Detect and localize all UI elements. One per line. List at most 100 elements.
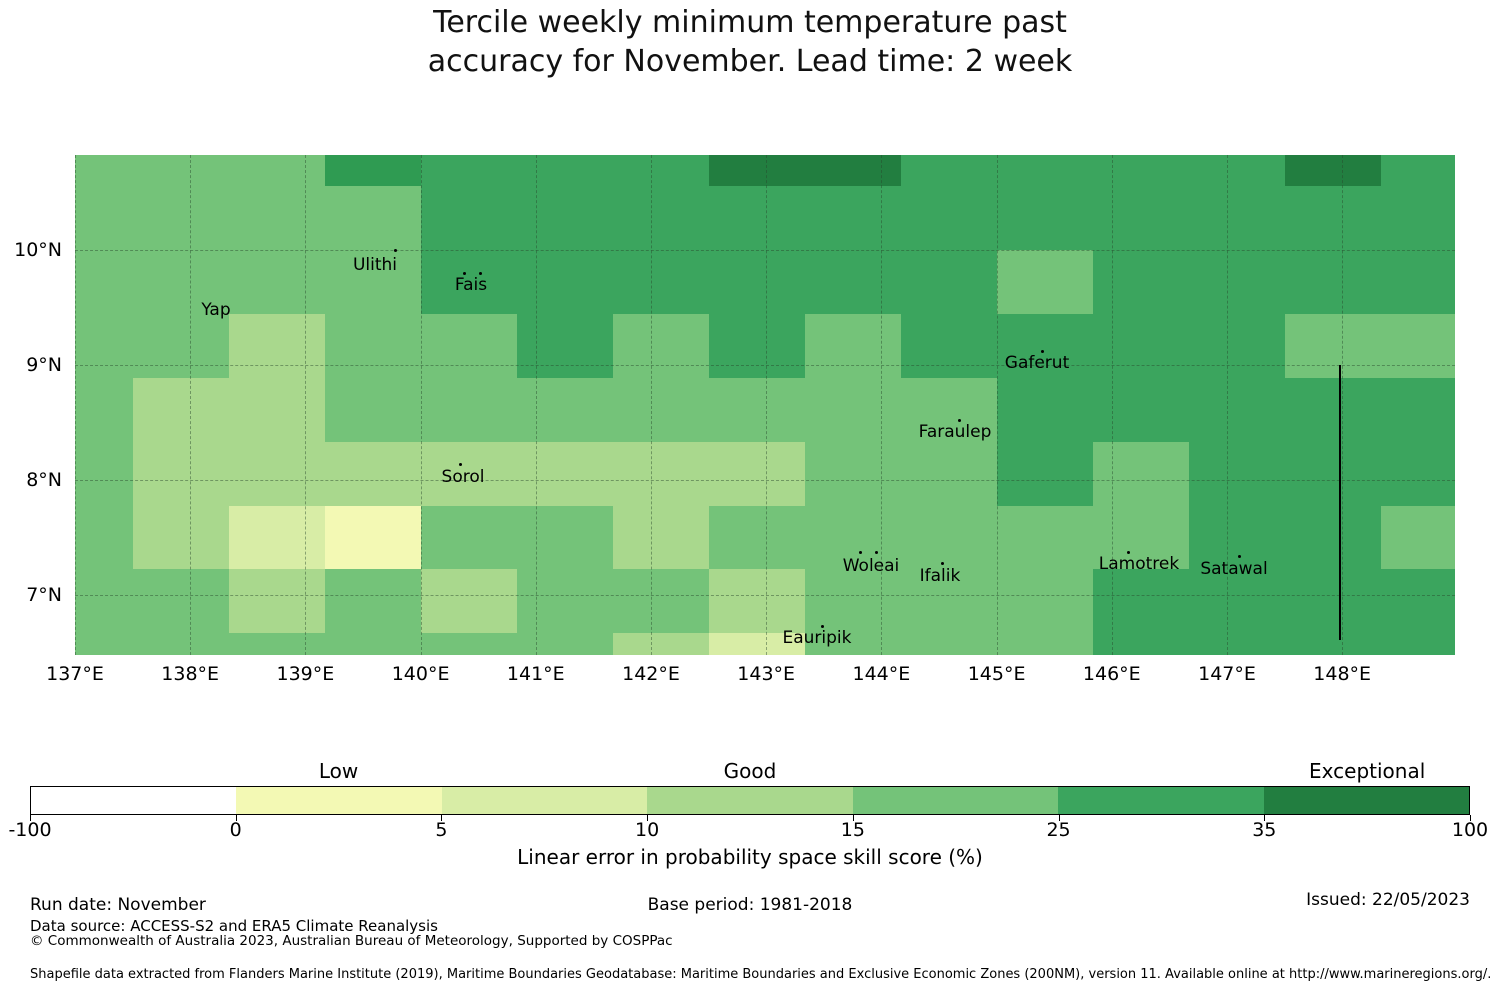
heatmap-cell xyxy=(132,313,230,379)
heatmap-cell xyxy=(228,505,326,571)
heatmap-cell xyxy=(1092,441,1190,507)
heatmap-cell xyxy=(996,633,1094,655)
heatmap-cell xyxy=(228,155,326,187)
heatmap-cell xyxy=(900,633,998,655)
footer-issued-date: Issued: 22/05/2023 xyxy=(1306,890,1470,910)
heatmap-cell xyxy=(804,633,902,655)
graticule-parallel xyxy=(75,480,1455,481)
heatmap-cell xyxy=(228,377,326,443)
heatmap-cell xyxy=(132,250,230,315)
heatmap-cell xyxy=(75,377,134,443)
heatmap-cell xyxy=(612,186,710,251)
heatmap-cell xyxy=(228,250,326,315)
chart-title-line2: accuracy for November. Lead time: 2 week xyxy=(427,44,1073,79)
island-location-dot xyxy=(1041,350,1044,353)
heatmap-cell xyxy=(900,250,998,315)
heatmap-cell xyxy=(132,569,230,635)
graticule-parallel xyxy=(75,250,1455,251)
heatmap-cell xyxy=(708,377,806,443)
island-label-ifalik: Ifalik xyxy=(919,566,961,586)
heatmap-cell xyxy=(804,441,902,507)
heatmap-cell xyxy=(804,313,902,379)
skill-score-heatmap: Yap Ulithi Fais Sorol Gaferut Faraulep Woleai I… xyxy=(75,155,1455,655)
heatmap-cell xyxy=(900,186,998,251)
x-axis-tick-label: 142°E xyxy=(622,663,680,685)
heatmap-cell xyxy=(1092,569,1190,635)
heatmap-cell xyxy=(996,186,1094,251)
heatmap-cell xyxy=(324,155,422,187)
colorbar-quality-label: Exceptional xyxy=(1309,759,1426,783)
heatmap-cell xyxy=(1188,250,1286,315)
heatmap-cell xyxy=(1092,505,1190,571)
graticule-meridian xyxy=(535,155,537,655)
heatmap-cell xyxy=(1380,377,1455,443)
heatmap-cell xyxy=(612,313,710,379)
footer-copyright: © Commonwealth of Australia 2023, Austra… xyxy=(30,933,673,949)
heatmap-cell xyxy=(420,569,518,635)
heatmap-cell xyxy=(804,250,902,315)
heatmap-cell xyxy=(996,250,1094,315)
colorbar-tick xyxy=(30,815,31,821)
heatmap-cell xyxy=(996,313,1094,379)
colorbar-segment xyxy=(441,787,648,814)
colorbar-tick-label: 15 xyxy=(840,819,865,841)
heatmap-cell xyxy=(1284,505,1382,571)
colorbar-segment xyxy=(852,787,1059,814)
heatmap-cell xyxy=(900,155,998,187)
heatmap-cell xyxy=(420,250,518,315)
island-label-faraulep: Faraulep xyxy=(918,422,992,442)
heatmap-cell xyxy=(804,155,902,187)
island-location-dot xyxy=(958,419,961,422)
island-label-lamotrek: Lamotrek xyxy=(1098,554,1180,574)
x-axis-tick-label: 143°E xyxy=(737,663,796,685)
heatmap-cell xyxy=(132,186,230,251)
island-label-satawal: Satawal xyxy=(1200,559,1268,579)
heatmap-cell xyxy=(996,505,1094,571)
heatmap-cell xyxy=(75,186,134,251)
heatmap-cell xyxy=(420,633,518,655)
heatmap-cell xyxy=(708,569,806,635)
graticule-parallel xyxy=(75,595,1455,596)
graticule-meridian xyxy=(766,155,768,655)
heatmap-cell xyxy=(516,250,614,315)
heatmap-cell xyxy=(132,155,230,187)
graticule-meridian xyxy=(305,155,307,655)
graticule-meridian xyxy=(75,155,76,655)
heatmap-cell xyxy=(900,313,998,379)
heatmap-cell xyxy=(1380,250,1455,315)
heatmap-cell xyxy=(324,313,422,379)
heatmap-cell xyxy=(1284,250,1382,315)
island-location-dot xyxy=(859,551,862,554)
footer-shapefile-attribution: Shapefile data extracted from Flanders M… xyxy=(30,967,1492,982)
heatmap-cell xyxy=(516,155,614,187)
island-location-dot xyxy=(459,463,462,466)
heatmap-cell xyxy=(516,505,614,571)
heatmap-cell xyxy=(1092,377,1190,443)
heatmap-cell xyxy=(1284,377,1382,443)
graticule-parallel xyxy=(75,365,1455,366)
heatmap-cell xyxy=(75,633,134,655)
x-axis-tick-label: 137°E xyxy=(46,663,104,685)
x-axis-tick-label: 144°E xyxy=(852,663,911,685)
graticule-meridian xyxy=(1342,155,1344,655)
heatmap-cell xyxy=(612,441,710,507)
heatmap-cell xyxy=(708,441,806,507)
heatmap-cell xyxy=(804,505,902,571)
y-axis-tick-label: 9°N xyxy=(26,354,62,376)
chart-title: Tercile weekly minimum temperature past … xyxy=(0,3,1500,81)
colorbar-tick xyxy=(647,815,649,821)
heatmap-cell xyxy=(996,155,1094,187)
heatmap-cell xyxy=(612,633,710,655)
colorbar-quality-label: Low xyxy=(318,759,359,783)
colorbar-axis-title: Linear error in probability space skill … xyxy=(517,845,983,869)
heatmap-cell xyxy=(228,313,326,379)
island-label-eauripik: Eauripik xyxy=(782,628,852,648)
heatmap-cell xyxy=(324,441,422,507)
heatmap-cell xyxy=(1188,633,1286,655)
x-axis-tick-label: 148°E xyxy=(1313,663,1372,685)
island-label-sorol: Sorol xyxy=(441,467,485,487)
island-location-dot xyxy=(941,562,944,565)
island-location-dot xyxy=(821,625,824,628)
heatmap-cell xyxy=(708,250,806,315)
island-label-gaferut: Gaferut xyxy=(1004,353,1070,373)
